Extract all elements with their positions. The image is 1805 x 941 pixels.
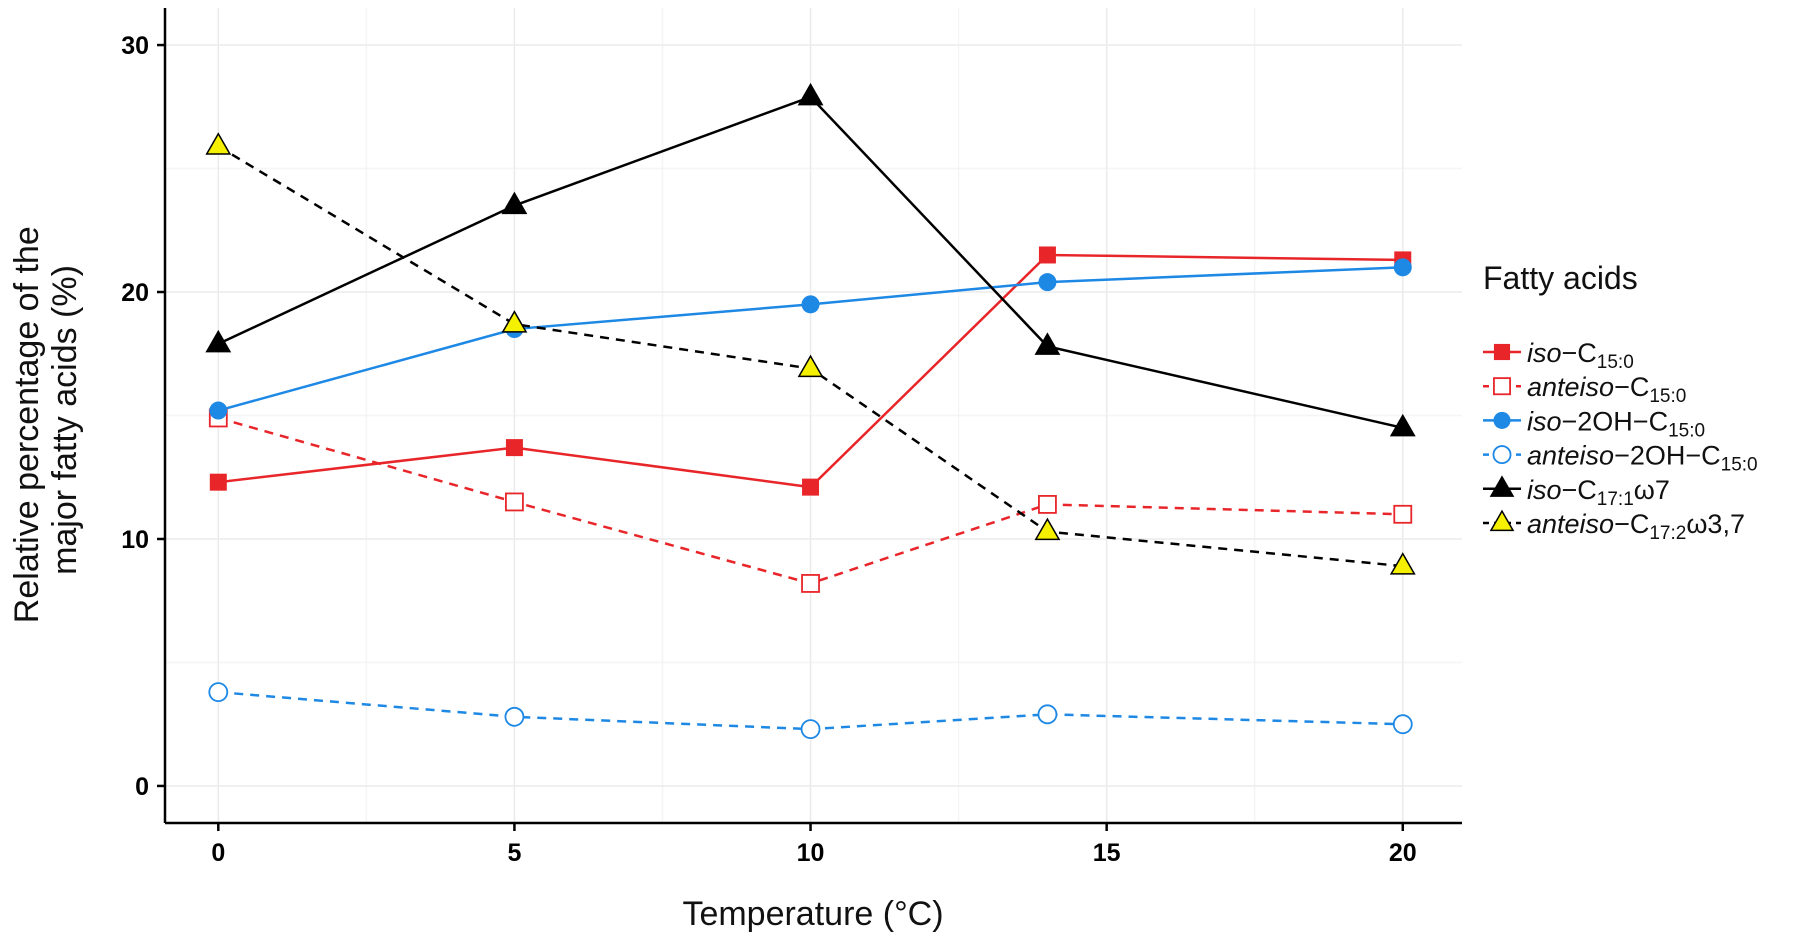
data-point-4-3 (1034, 332, 1061, 355)
legend-label: iso−C15:0 (1527, 338, 1634, 373)
data-point-1-1 (505, 492, 524, 512)
legend-title: Fatty acids (1483, 260, 1638, 296)
legend-item-5: anteiso−C17:2ω3,7 (1483, 509, 1745, 544)
data-point-3-1 (504, 706, 525, 727)
data-point-1-2 (801, 574, 820, 593)
series-markers (205, 82, 1416, 740)
y-tick-label: 0 (135, 773, 149, 801)
data-point-5-0 (205, 132, 232, 155)
data-point-0-0 (209, 473, 227, 491)
legend: Fatty acids iso−C15:0anteiso−C15:0iso−2O… (1483, 260, 1758, 544)
legend-key-marker (1493, 343, 1511, 361)
x-tick-label: 20 (1389, 839, 1417, 867)
x-tick-label: 0 (211, 839, 225, 867)
data-point-5-1 (501, 310, 528, 333)
data-point-1-3 (1038, 495, 1057, 514)
y-tick-label: 20 (121, 279, 149, 307)
legend-label: anteiso−2OH−C15:0 (1527, 441, 1758, 476)
legend-key-marker (1493, 377, 1511, 396)
data-point-4-0 (205, 329, 232, 353)
data-point-5-4 (1389, 552, 1416, 575)
data-point-3-4 (1392, 714, 1413, 735)
y-tick-label: 10 (121, 526, 149, 554)
data-point-1-4 (1393, 504, 1413, 524)
data-point-0-2 (802, 478, 820, 496)
legend-key-marker (1489, 475, 1515, 497)
data-point-5-2 (797, 354, 824, 378)
data-point-2-3 (1038, 273, 1057, 292)
data-point-2-2 (801, 295, 820, 314)
y-axis-title-line-1: Relative percentage of the (8, 226, 46, 623)
data-point-4-1 (501, 191, 528, 215)
legend-key-marker (1489, 509, 1515, 532)
legend-item-3: anteiso−2OH−C15:0 (1483, 441, 1758, 476)
data-point-4-2 (797, 82, 824, 106)
data-point-4-4 (1389, 413, 1416, 437)
y-axis-title: Relative percentage of the major fatty a… (8, 217, 84, 623)
data-point-0-1 (505, 439, 523, 457)
x-axis-title: Temperature (°C) (682, 895, 943, 933)
data-point-2-4 (1393, 258, 1412, 277)
legend-items: iso−C15:0anteiso−C15:0iso−2OH−C15:0antei… (1483, 338, 1758, 544)
data-point-0-3 (1038, 246, 1056, 264)
legend-label: iso−C17:1ω7 (1527, 475, 1670, 510)
data-point-2-0 (209, 401, 228, 420)
y-tick-label: 30 (121, 32, 149, 60)
x-tick-label: 15 (1093, 839, 1121, 867)
x-tick-label: 5 (507, 839, 521, 867)
legend-label: anteiso−C17:2ω3,7 (1527, 509, 1745, 544)
grid (165, 8, 1462, 823)
legend-label: iso−2OH−C15:0 (1527, 406, 1705, 441)
data-point-3-0 (208, 682, 229, 703)
y-axis-title-line-2: major fatty acids (%) (46, 265, 84, 575)
ticks: 0 5 10 15 20 0 10 20 30 (121, 32, 1416, 867)
axes (163, 8, 1462, 825)
legend-item-1: anteiso−C15:0 (1483, 372, 1686, 407)
data-point-3-2 (800, 719, 821, 740)
legend-item-0: iso−C15:0 (1483, 338, 1634, 373)
data-point-5-3 (1034, 517, 1061, 541)
data-point-3-3 (1037, 704, 1058, 725)
legend-item-4: iso−C17:1ω7 (1483, 475, 1670, 510)
legend-key-marker (1492, 445, 1512, 465)
legend-label: anteiso−C15:0 (1527, 372, 1686, 407)
legend-key-marker (1493, 411, 1511, 429)
x-tick-label: 10 (797, 839, 825, 867)
legend-item-2: iso−2OH−C15:0 (1483, 406, 1705, 441)
